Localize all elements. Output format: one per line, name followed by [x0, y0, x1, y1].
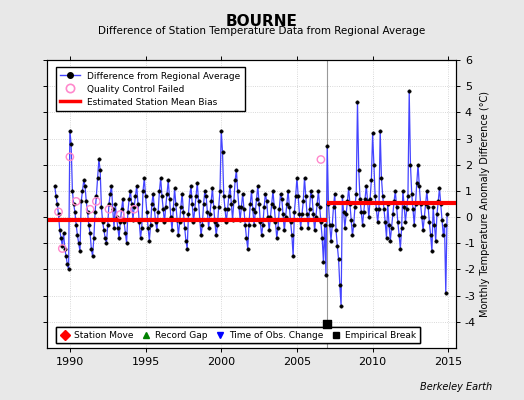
Point: [54, 209, 63, 215]
Text: Difference of Station Temperature Data from Regional Average: Difference of Station Temperature Data f…: [99, 26, 425, 36]
Point: [105, 206, 113, 212]
Point: [92, 198, 101, 204]
Text: BOURNE: BOURNE: [226, 14, 298, 29]
Text: Berkeley Earth: Berkeley Earth: [420, 382, 492, 392]
Point: [323, 321, 331, 328]
Point: [116, 211, 125, 218]
Point: [66, 154, 74, 160]
Point: [58, 245, 67, 252]
Point: [72, 198, 80, 204]
Y-axis label: Monthly Temperature Anomaly Difference (°C): Monthly Temperature Anomaly Difference (…: [480, 91, 490, 317]
Legend: Station Move, Record Gap, Time of Obs. Change, Empirical Break: Station Move, Record Gap, Time of Obs. C…: [56, 327, 420, 344]
Point: [316, 156, 325, 163]
Point: [130, 206, 138, 212]
Point: [86, 206, 94, 212]
